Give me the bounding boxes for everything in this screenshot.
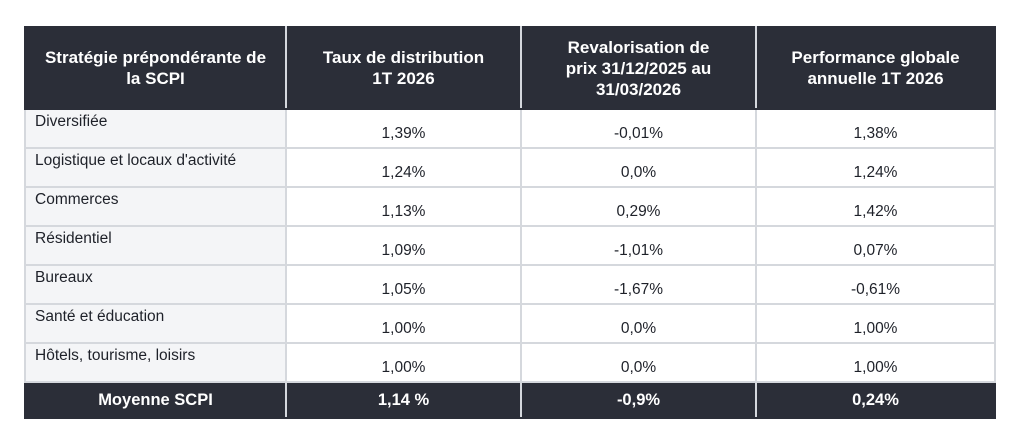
table-row: Bureaux 1,05% -1,67% -0,61%	[24, 264, 996, 305]
cell-performance: 1,24%	[755, 147, 996, 188]
cell-distribution: 1,00%	[285, 303, 522, 344]
average-label: Moyenne SCPI	[24, 381, 287, 419]
table-row: Résidentiel 1,09% -1,01% 0,07%	[24, 225, 996, 266]
table-row: Santé et éducation 1,00% 0,0% 1,00%	[24, 303, 996, 344]
header-performance: Performance globale annuelle 1T 2026	[755, 26, 996, 110]
cell-strategy: Bureaux	[24, 264, 287, 305]
cell-revalorisation: 0,0%	[520, 303, 757, 344]
table-row: Logistique et locaux d'activité 1,24% 0,0%…	[24, 147, 996, 188]
cell-performance: -0,61%	[755, 264, 996, 305]
cell-revalorisation: 0,0%	[520, 147, 757, 188]
cell-revalorisation: -1,01%	[520, 225, 757, 266]
cell-strategy: Commerces	[24, 186, 287, 227]
header-strategy: Stratégie prépondérante de la SCPI	[24, 26, 287, 110]
cell-distribution: 1,09%	[285, 225, 522, 266]
table-row: Diversifiée 1,39% -0,01% 1,38%	[24, 108, 996, 149]
header-distribution: Taux de distribution 1T 2026	[285, 26, 522, 110]
cell-distribution: 1,39%	[285, 108, 522, 149]
header-revalorisation: Revalorisation de prix 31/12/2025 au 31/…	[520, 26, 757, 110]
cell-strategy: Logistique et locaux d'activité	[24, 147, 287, 188]
cell-performance: 0,07%	[755, 225, 996, 266]
cell-strategy: Diversifiée	[24, 108, 287, 149]
cell-distribution: 1,24%	[285, 147, 522, 188]
cell-strategy: Santé et éducation	[24, 303, 287, 344]
cell-revalorisation: -0,01%	[520, 108, 757, 149]
table-header: Stratégie prépondérante de la SCPI Taux …	[24, 26, 996, 110]
cell-performance: 1,38%	[755, 108, 996, 149]
cell-distribution: 1,13%	[285, 186, 522, 227]
table-row: Hôtels, tourisme, loisirs 1,00% 0,0% 1,00%	[24, 342, 996, 383]
header-row: Stratégie prépondérante de la SCPI Taux …	[24, 26, 996, 110]
table-row: Commerces 1,13% 0,29% 1,42%	[24, 186, 996, 227]
average-performance: 0,24%	[755, 381, 996, 419]
average-row: Moyenne SCPI 1,14 % -0,9% 0,24%	[24, 381, 996, 419]
table-footer: Moyenne SCPI 1,14 % -0,9% 0,24%	[24, 381, 996, 419]
cell-strategy: Hôtels, tourisme, loisirs	[24, 342, 287, 383]
cell-revalorisation: 0,0%	[520, 342, 757, 383]
cell-performance: 1,00%	[755, 342, 996, 383]
cell-performance: 1,42%	[755, 186, 996, 227]
cell-strategy: Résidentiel	[24, 225, 287, 266]
table-body: Diversifiée 1,39% -0,01% 1,38% Logistique et…	[24, 108, 996, 383]
scpi-performance-table: Stratégie prépondérante de la SCPI Taux …	[24, 26, 996, 419]
cell-revalorisation: 0,29%	[520, 186, 757, 227]
cell-revalorisation: -1,67%	[520, 264, 757, 305]
average-revalorisation: -0,9%	[520, 381, 757, 419]
cell-distribution: 1,00%	[285, 342, 522, 383]
average-distribution: 1,14 %	[285, 381, 522, 419]
cell-performance: 1,00%	[755, 303, 996, 344]
cell-distribution: 1,05%	[285, 264, 522, 305]
